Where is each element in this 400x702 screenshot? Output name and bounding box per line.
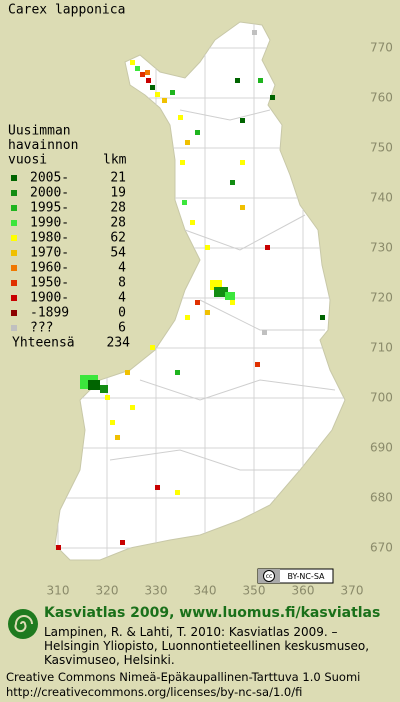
- legend-label: 1970-: [30, 246, 69, 261]
- legend-count: 6: [118, 321, 126, 336]
- legend-swatch: [11, 325, 17, 331]
- legend-swatch: [11, 250, 17, 256]
- license-line: Creative Commons Nimeä-Epäkaupallinen-Ta…: [6, 670, 361, 684]
- northing-label: 750: [370, 141, 393, 155]
- cc-badge: cc BY-NC-SA: [257, 568, 334, 584]
- citation-line: Kasvimuseo, Helsinki.: [44, 653, 175, 667]
- northing-label: 770: [370, 41, 393, 55]
- legend-label: 1900-: [30, 291, 69, 306]
- legend-count: 4: [118, 291, 126, 306]
- easting-label: 310: [47, 584, 70, 598]
- legend-count: 4: [118, 261, 126, 276]
- easting-label: 370: [341, 584, 364, 598]
- legend-label: -1899: [30, 306, 69, 321]
- legend-count: 28: [110, 216, 126, 231]
- easting-label: 360: [292, 584, 315, 598]
- svg-text:cc: cc: [266, 573, 273, 580]
- logo: [8, 609, 38, 639]
- legend-label: 2005-: [30, 171, 69, 186]
- citation-line: Helsingin Yliopisto, Luonnontieteellinen…: [44, 639, 370, 653]
- easting-label: 320: [96, 584, 119, 598]
- occurrence-squares: [56, 30, 325, 550]
- legend-label: 1950-: [30, 276, 69, 291]
- legend-label: 1995-: [30, 201, 69, 216]
- legend-swatch: [11, 220, 17, 226]
- northing-label: 720: [370, 291, 393, 305]
- region-borders: [109, 109, 336, 471]
- legend-label: 1990-: [30, 216, 69, 231]
- northing-label: 680: [370, 491, 393, 505]
- species-title: Carex lapponica: [8, 3, 125, 18]
- legend-swatch: [11, 310, 17, 316]
- legend-count: 21: [110, 171, 126, 186]
- legend-swatch: [11, 175, 17, 181]
- legend-total: 234: [107, 336, 131, 351]
- easting-label: 330: [145, 584, 168, 598]
- legend-label: ???: [30, 321, 53, 336]
- northing-label: 740: [370, 191, 393, 205]
- northing-label: 760: [370, 91, 393, 105]
- legend-swatch: [11, 265, 17, 271]
- northing-label: 700: [370, 391, 393, 405]
- legend-label: 1980-: [30, 231, 69, 246]
- legend-heading: vuosi: [8, 153, 47, 168]
- legend-swatch: [11, 235, 17, 241]
- legend-swatch: [11, 205, 17, 211]
- legend-count: 0: [118, 306, 126, 321]
- legend-total-label: Yhteensä: [12, 336, 75, 351]
- legend-count: 8: [118, 276, 126, 291]
- legend-swatch: [11, 280, 17, 286]
- legend-count: 62: [110, 231, 126, 246]
- legend-count-heading: lkm: [103, 153, 127, 168]
- legend-label: 2000-: [30, 186, 69, 201]
- finland-outline: [54, 21, 346, 561]
- northing-label: 690: [370, 441, 393, 455]
- easting-label: 340: [194, 584, 217, 598]
- citation-line: Lampinen, R. & Lahti, T. 2010: Kasviatla…: [44, 625, 338, 639]
- legend-label: 1960-: [30, 261, 69, 276]
- northing-label: 730: [370, 241, 393, 255]
- legend-count: 54: [110, 246, 126, 261]
- easting-label: 350: [243, 584, 266, 598]
- legend-heading: havainnon: [8, 138, 78, 153]
- northing-label: 710: [370, 341, 393, 355]
- legend-count: 28: [110, 201, 126, 216]
- legend-swatch: [11, 190, 17, 196]
- northing-label: 670: [370, 541, 393, 555]
- license-line: http://creativecommons.org/licenses/by-n…: [6, 685, 303, 699]
- legend-swatch: [11, 295, 17, 301]
- legend-count: 19: [110, 186, 126, 201]
- footer-title: Kasviatlas 2009, www.luomus.fi/kasviatla…: [44, 605, 381, 621]
- badge-text: BY-NC-SA: [287, 572, 325, 581]
- legend-heading: Uusimman: [8, 124, 71, 139]
